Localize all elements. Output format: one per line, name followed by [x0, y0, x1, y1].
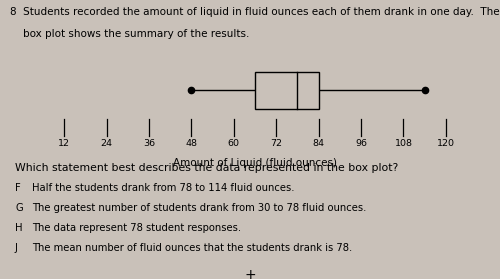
Text: Amount of Liquid (fluid ounces): Amount of Liquid (fluid ounces): [173, 158, 337, 168]
Text: The greatest number of students drank from 30 to 78 fluid ounces.: The greatest number of students drank fr…: [32, 203, 367, 213]
FancyBboxPatch shape: [255, 72, 318, 109]
Text: F: F: [15, 183, 21, 193]
Text: Which statement best describes the data represented in the box plot?: Which statement best describes the data …: [15, 163, 398, 173]
Text: box plot shows the summary of the results.: box plot shows the summary of the result…: [10, 29, 250, 39]
Text: 120: 120: [437, 139, 455, 148]
Text: 24: 24: [100, 139, 112, 148]
Text: J: J: [15, 243, 18, 253]
Text: The mean number of fluid ounces that the students drank is 78.: The mean number of fluid ounces that the…: [32, 243, 353, 253]
Text: 96: 96: [355, 139, 367, 148]
Text: 8  Students recorded the amount of liquid in fluid ounces each of them drank in : 8 Students recorded the amount of liquid…: [10, 7, 500, 17]
Text: The data represent 78 student responses.: The data represent 78 student responses.: [32, 223, 242, 233]
Text: H: H: [15, 223, 22, 233]
Text: 12: 12: [58, 139, 70, 148]
Text: 60: 60: [228, 139, 240, 148]
Text: Half the students drank from 78 to 114 fluid ounces.: Half the students drank from 78 to 114 f…: [32, 183, 295, 193]
Text: G: G: [15, 203, 23, 213]
Text: +: +: [244, 268, 256, 279]
Text: 48: 48: [186, 139, 198, 148]
Text: 72: 72: [270, 139, 282, 148]
Text: 84: 84: [312, 139, 324, 148]
Text: 36: 36: [143, 139, 155, 148]
Text: 108: 108: [394, 139, 412, 148]
